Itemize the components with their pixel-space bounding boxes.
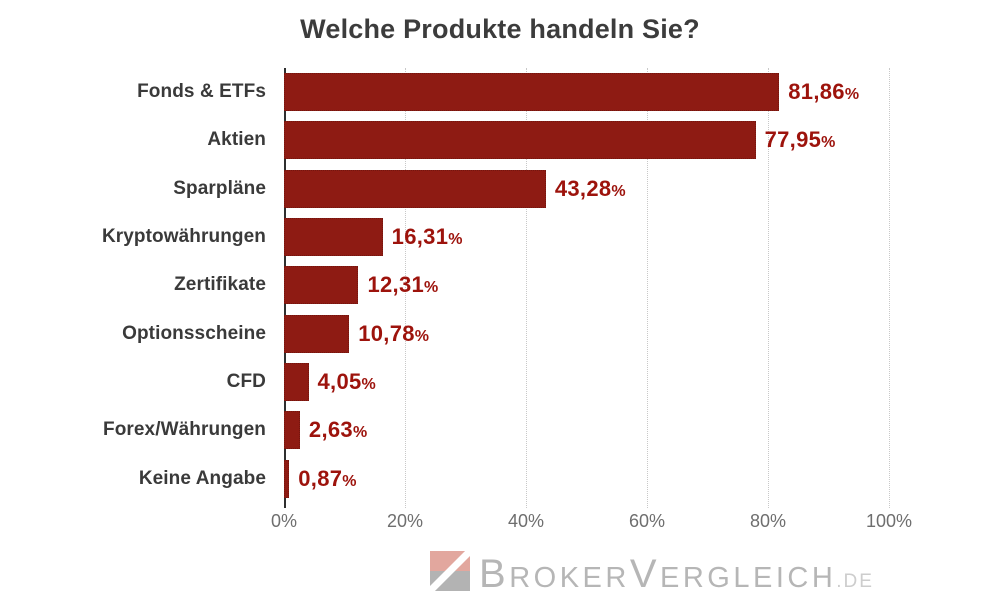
value-label: 2,63% bbox=[309, 419, 367, 441]
category-label: Fonds & ETFs bbox=[137, 81, 266, 103]
bar bbox=[284, 121, 756, 160]
value-number: 81,86 bbox=[788, 79, 845, 105]
value-percent-sign: % bbox=[342, 472, 357, 490]
chart-row: Fonds & ETFs 81,86% bbox=[0, 68, 940, 116]
category-label: Keine Angabe bbox=[138, 467, 266, 489]
value-percent-sign: % bbox=[424, 279, 439, 297]
value-number: 16,31 bbox=[391, 224, 449, 250]
logo-domain-suffix: .DE bbox=[836, 571, 874, 593]
category-label: Aktien bbox=[207, 129, 266, 151]
chart-row: Sparpläne 43,28% bbox=[0, 165, 940, 213]
gridline bbox=[889, 68, 890, 508]
value-number: 0,87 bbox=[298, 465, 343, 491]
category-label: CFD bbox=[226, 371, 266, 393]
x-axis-tick-label: 40% bbox=[507, 511, 545, 531]
logo-letter-v: V bbox=[629, 552, 661, 597]
value-percent-sign: % bbox=[448, 231, 463, 249]
value-label: 0,87% bbox=[298, 465, 357, 491]
value-percent-sign: % bbox=[821, 134, 836, 152]
category-label: Forex/Währungen bbox=[102, 419, 266, 441]
logo-text-roker: ROKER bbox=[509, 562, 630, 595]
gridline bbox=[768, 68, 769, 508]
category-label: Kryptowährungen bbox=[101, 226, 266, 248]
value-label: 10,78% bbox=[358, 320, 430, 346]
x-axis-tick-label: 0% bbox=[270, 511, 298, 531]
gridline bbox=[526, 68, 527, 508]
gridline bbox=[405, 68, 406, 508]
value-number: 12,31 bbox=[367, 272, 425, 298]
chart-row: Aktien 77,95% bbox=[0, 116, 940, 164]
bar-track: 77,95% bbox=[284, 121, 889, 160]
value-percent-sign: % bbox=[414, 327, 430, 345]
value-label: 16,31% bbox=[392, 226, 463, 248]
gridline bbox=[647, 68, 648, 508]
bar-track: 16,31% bbox=[284, 218, 889, 257]
value-number: 77,95 bbox=[764, 127, 822, 153]
chart-rows: Fonds & ETFs 81,86% Aktien 77,95% Sparpl… bbox=[0, 68, 940, 503]
logo-letter-b: B bbox=[479, 552, 510, 597]
chart-row: Kryptowährungen 16,31% bbox=[0, 213, 940, 261]
chart-title: Welche Produkte handeln Sie? bbox=[300, 14, 700, 44]
x-axis-tick-label: 20% bbox=[386, 511, 424, 531]
bar-track: 12,31% bbox=[284, 266, 889, 305]
bar bbox=[284, 73, 780, 112]
bar bbox=[284, 411, 300, 450]
value-label: 77,95% bbox=[765, 129, 836, 151]
bar-chart: Fonds & ETFs 81,86% Aktien 77,95% Sparpl… bbox=[0, 68, 940, 531]
bar-track: 2,63% bbox=[284, 411, 889, 450]
value-percent-sign: % bbox=[352, 424, 368, 442]
bar bbox=[284, 266, 359, 305]
logo-wordmark: BROKERVERGLEICH.DE bbox=[479, 554, 874, 595]
value-percent-sign: % bbox=[844, 86, 860, 104]
bar bbox=[284, 169, 546, 208]
bar-track: 4,05% bbox=[284, 363, 889, 402]
chart-row: Forex/Währungen 2,63% bbox=[0, 406, 940, 454]
value-number: 4,05 bbox=[317, 369, 362, 395]
bar bbox=[284, 363, 309, 402]
bar bbox=[284, 314, 350, 353]
value-label: 4,05% bbox=[318, 371, 376, 393]
value-number: 2,63 bbox=[308, 417, 353, 443]
value-percent-sign: % bbox=[611, 182, 626, 200]
chart-row: Zertifikate 12,31% bbox=[0, 261, 940, 309]
x-axis-tick-label: 80% bbox=[749, 511, 787, 531]
chart-row: CFD 4,05% bbox=[0, 358, 940, 406]
value-label: 12,31% bbox=[367, 274, 438, 296]
value-number: 10,78 bbox=[358, 320, 415, 346]
x-axis-tick-label: 100% bbox=[865, 511, 913, 531]
bar-track: 0,87% bbox=[284, 459, 889, 498]
category-label: Zertifikate bbox=[174, 274, 266, 296]
chart-row: Keine Angabe 0,87% bbox=[0, 455, 940, 503]
bar-track: 43,28% bbox=[284, 169, 889, 208]
bar bbox=[284, 459, 290, 498]
bar-track: 81,86% bbox=[284, 73, 889, 112]
value-label: 43,28% bbox=[554, 175, 626, 201]
value-number: 43,28 bbox=[554, 175, 612, 201]
category-label: Optionsscheine bbox=[122, 322, 266, 344]
bar bbox=[284, 218, 383, 257]
value-label: 81,86% bbox=[788, 81, 859, 103]
value-percent-sign: % bbox=[361, 376, 376, 394]
x-axis-tick-label: 60% bbox=[628, 511, 666, 531]
brokervergleich-logo: BROKERVERGLEICH.DE bbox=[430, 551, 874, 595]
chart-row: Optionsscheine 10,78% bbox=[0, 310, 940, 358]
logo-text-ergleich: ERGLEICH bbox=[660, 562, 837, 595]
logo-square-icon bbox=[430, 551, 470, 591]
category-label: Sparpläne bbox=[173, 177, 266, 199]
bar-track: 10,78% bbox=[284, 314, 889, 353]
